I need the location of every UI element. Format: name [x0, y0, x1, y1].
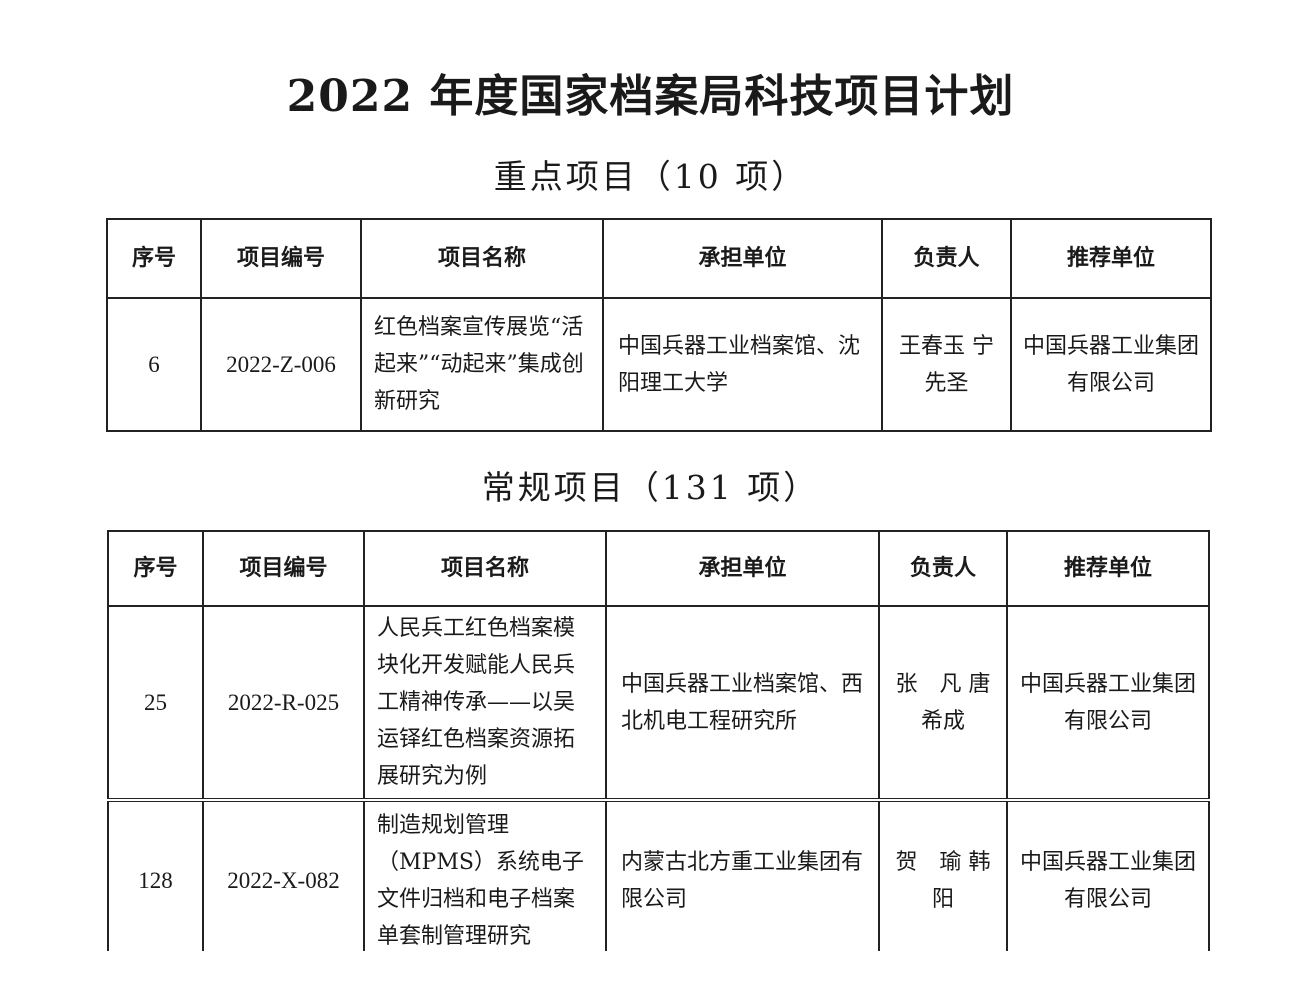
cell-no: 6 [106, 297, 202, 432]
cell-code: 2022-X-082 [202, 799, 365, 961]
column-header: 序号 [106, 218, 202, 299]
table-header-row: 序号 项目编号 项目名称 承担单位 负责人 推荐单位 [106, 218, 1212, 299]
table-header-row: 序号 项目编号 项目名称 承担单位 负责人 推荐单位 [107, 530, 1210, 607]
cell-code: 2022-R-025 [202, 605, 365, 801]
cell-unit: 内蒙古北方重工业集团有限公司 [605, 799, 880, 961]
cell-leader: 王春玉 宁先圣 [881, 297, 1012, 432]
column-header: 承担单位 [602, 218, 883, 299]
column-header: 序号 [107, 530, 204, 607]
table-row: 25 2022-R-025 人民兵工红色档案模块化开发赋能人民兵工精神传承——以… [107, 605, 1210, 801]
cell-name: 红色档案宣传展览“活起来”“动起来”集成创新研究 [360, 297, 604, 432]
column-header: 负责人 [881, 218, 1012, 299]
key-projects-table: 序号 项目编号 项目名称 承担单位 负责人 推荐单位 6 2022-Z-006 … [106, 218, 1212, 432]
column-header: 项目名称 [360, 218, 604, 299]
cell-leader: 贺 瑜 韩 阳 [878, 799, 1013, 961]
column-header: 项目编号 [200, 218, 362, 299]
cell-leader: 张 凡 唐希成 [878, 605, 1008, 801]
cell-recommender: 中国兵器工业集团有限公司 [1006, 605, 1210, 801]
regular-projects-table: 序号 项目编号 项目名称 承担单位 负责人 推荐单位 25 2022-R-025… [107, 530, 1210, 961]
cell-unit: 中国兵器工业档案馆、西北机电工程研究所 [605, 605, 880, 801]
section-heading-key: 重点项目（10 项） [493, 157, 808, 196]
column-header: 项目名称 [363, 530, 607, 607]
table-row: 6 2022-Z-006 红色档案宣传展览“活起来”“动起来”集成创新研究 中国… [106, 297, 1212, 432]
cell-no: 25 [107, 605, 204, 801]
cell-no: 128 [107, 799, 204, 961]
section-heading-regular: 常规项目（131 项） [481, 468, 820, 507]
column-header: 推荐单位 [1010, 218, 1212, 299]
cell-code: 2022-Z-006 [200, 297, 362, 432]
cell-unit: 中国兵器工业档案馆、沈阳理工大学 [602, 297, 883, 432]
column-header: 负责人 [878, 530, 1008, 607]
column-header: 承担单位 [605, 530, 880, 607]
cell-name: 制造规划管理（MPMS）系统电子文件归档和电子档案单套制管理研究 [363, 799, 607, 961]
column-header: 推荐单位 [1006, 530, 1210, 607]
column-header: 项目编号 [202, 530, 365, 607]
page-crop-edge [0, 951, 1301, 991]
table-row: 128 2022-X-082 制造规划管理（MPMS）系统电子文件归档和电子档案… [107, 799, 1210, 961]
document-title: 2022 年度国家档案局科技项目计划 [286, 71, 1015, 122]
cell-recommender: 中国兵器工业集团有限公司 [1010, 297, 1212, 432]
cell-recommender: 中国兵器工业集团有限公司 [1006, 799, 1210, 961]
cell-name: 人民兵工红色档案模块化开发赋能人民兵工精神传承——以吴运铎红色档案资源拓展研究为… [363, 605, 607, 801]
